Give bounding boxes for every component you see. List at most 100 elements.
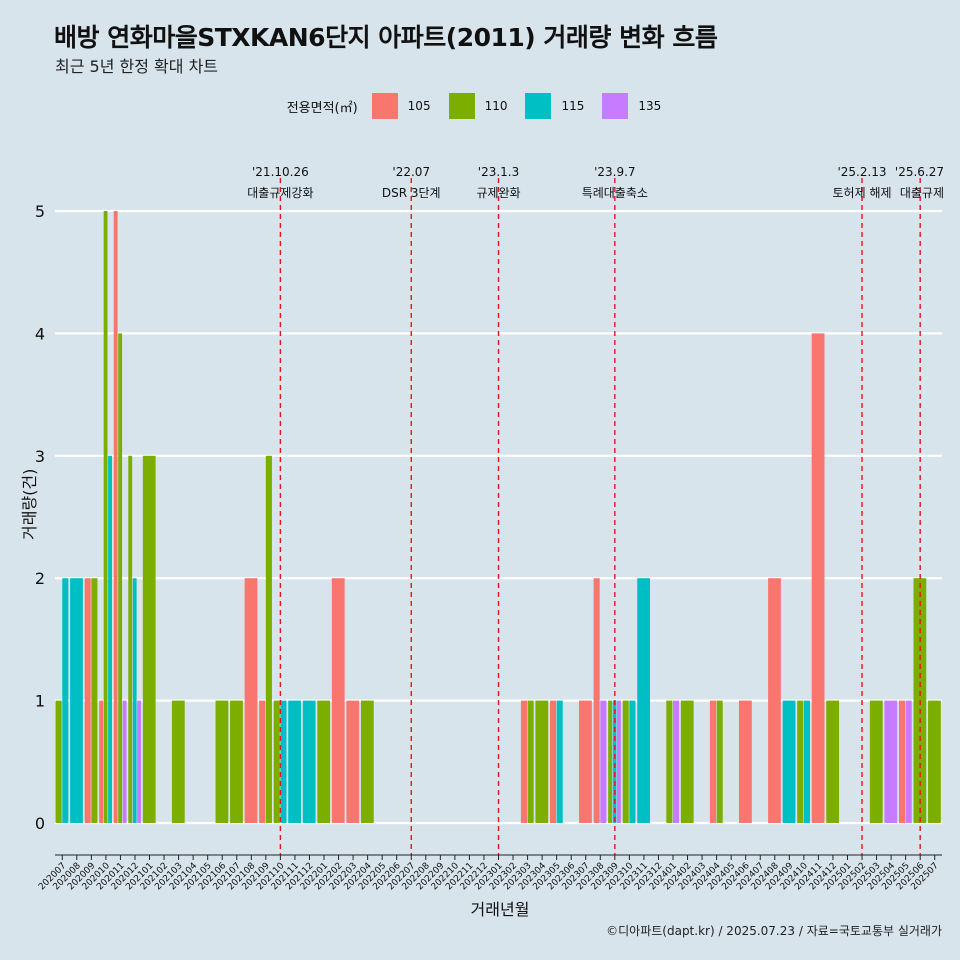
annotation-date: '22.07 <box>392 165 430 179</box>
bar-110-202503 <box>869 700 883 823</box>
bar-115-202007 <box>62 578 69 823</box>
bar-110-202103 <box>171 700 185 823</box>
bar-110-202110 <box>273 700 280 823</box>
bar-135-202309 <box>617 700 621 823</box>
bar-105-202010 <box>99 700 104 823</box>
annotation-label: DSR 3단계 <box>382 186 441 200</box>
y-tick-label: 2 <box>35 569 45 588</box>
bar-115-202410 <box>803 700 810 823</box>
event-annotations: '21.10.26 대출규제강화 '22.07 DSR 3단계 '23.1.3 규제완화 '… <box>247 165 944 855</box>
bar-110-202009 <box>91 578 98 823</box>
legend-label: 115 <box>561 99 585 113</box>
bar-110-202012 <box>128 455 133 823</box>
bar-135-202308 <box>600 700 607 823</box>
bar-115-202310 <box>629 700 636 823</box>
bar-105-202411 <box>811 333 825 823</box>
legend-swatch <box>371 93 398 119</box>
annotation-date: '25.2.13 <box>837 165 886 179</box>
bar-105-202308 <box>593 578 600 823</box>
bar-110-202007 <box>55 700 62 823</box>
y-tick-label: 4 <box>35 324 45 343</box>
bar-115-202305 <box>556 700 563 823</box>
bar-105-202404 <box>709 700 717 823</box>
legend-item-135: 135 <box>602 93 673 119</box>
bar-135-202504 <box>884 700 898 823</box>
bar-110-202404 <box>716 700 723 823</box>
bar-110-202106 <box>215 700 229 823</box>
bar-115-202012 <box>132 578 137 823</box>
bar-105-202305 <box>549 700 557 823</box>
bar-105-202202 <box>331 578 345 823</box>
bar-110-202204 <box>360 700 374 823</box>
bar-110-202304 <box>535 700 549 823</box>
bar-110-202109 <box>265 455 272 823</box>
legend-swatch <box>448 93 475 119</box>
legend-swatch <box>525 93 552 119</box>
annotation-date: '23.1.3 <box>478 165 519 179</box>
bar-110-202107 <box>230 700 243 823</box>
bar-105-202203 <box>346 700 360 823</box>
bar-110-202010 <box>103 211 108 823</box>
bars <box>55 211 941 823</box>
chart-subtitle: 최근 5년 한정 확대 차트 <box>55 57 219 76</box>
bar-135-202012 <box>137 700 142 823</box>
source-caption: ©디아파트(dapt.kr) / 2025.07.23 / 자료=국토교통부 실… <box>606 924 942 938</box>
legend-swatch <box>602 93 629 119</box>
y-axis-label: 거래량(건) <box>20 468 39 540</box>
bar-105-202303 <box>520 700 527 823</box>
bar-115-202309 <box>612 700 617 823</box>
bar-115-202111 <box>288 700 302 823</box>
bar-135-202011 <box>122 700 127 823</box>
bar-110-202401 <box>666 700 673 823</box>
legend-item-105: 105 <box>371 93 443 119</box>
legend-label: 105 <box>407 99 431 113</box>
annotation-label: 토허제 해제 <box>833 186 892 200</box>
annotation-date: '23.9.7 <box>594 165 635 179</box>
y-tick-label: 5 <box>35 202 45 221</box>
legend-label: 135 <box>638 99 662 113</box>
annotation-label: 규제완화 <box>476 186 520 200</box>
y-tick-label: 1 <box>35 692 45 711</box>
chart-title: 배방 연화마을STXKAN6단지 아파트(2011) 거래량 변화 흐름 <box>54 23 718 52</box>
bar-135-202401 <box>672 700 680 823</box>
bar-115-202008 <box>70 578 83 823</box>
bar-110-202310 <box>622 700 629 823</box>
bar-110-202303 <box>527 700 534 823</box>
bar-115-202311 <box>637 578 650 823</box>
annotation-date: '21.10.26 <box>252 165 309 179</box>
annotation-label: 대출규제강화 <box>247 186 313 200</box>
legend-label: 110 <box>484 99 508 113</box>
bar-110-202507 <box>928 700 941 823</box>
legend-title: 전용면적(㎡) <box>286 100 358 116</box>
bar-115-202010 <box>108 455 112 823</box>
bar-105-202009 <box>84 578 91 823</box>
bar-110-202201 <box>317 700 331 823</box>
legend-item-110: 110 <box>448 93 520 119</box>
legend: 전용면적(㎡) 105 110 115 135 <box>0 93 960 119</box>
bar-105-202408 <box>768 578 781 823</box>
bar-115-202110 <box>280 700 287 823</box>
legend-item-115: 115 <box>525 93 596 119</box>
bar-105-202406 <box>739 700 752 823</box>
annotation-date: '25.6.27 <box>895 165 944 179</box>
bar-110-202101 <box>142 455 156 823</box>
bar-110-202011 <box>118 333 123 823</box>
y-tick-label: 3 <box>35 447 45 466</box>
bar-110-202309 <box>608 700 612 823</box>
bar-115-202409 <box>782 700 796 823</box>
bar-110-202402 <box>680 700 694 823</box>
bar-105-202307 <box>579 700 592 823</box>
bar-105-202109 <box>259 700 266 823</box>
x-axis-label: 거래년월 <box>470 900 530 919</box>
bar-110-202412 <box>826 700 840 823</box>
bar-105-202108 <box>244 578 258 823</box>
bar-105-202011 <box>113 211 118 823</box>
bar-110-202410 <box>797 700 804 823</box>
bar-115-202112 <box>302 700 316 823</box>
bar-135-202505 <box>905 700 912 823</box>
annotation-label: 대출규제 <box>900 186 944 200</box>
y-tick-label: 0 <box>35 814 45 833</box>
bar-105-202505 <box>898 700 906 823</box>
annotation-label: 특례대출축소 <box>582 186 648 200</box>
